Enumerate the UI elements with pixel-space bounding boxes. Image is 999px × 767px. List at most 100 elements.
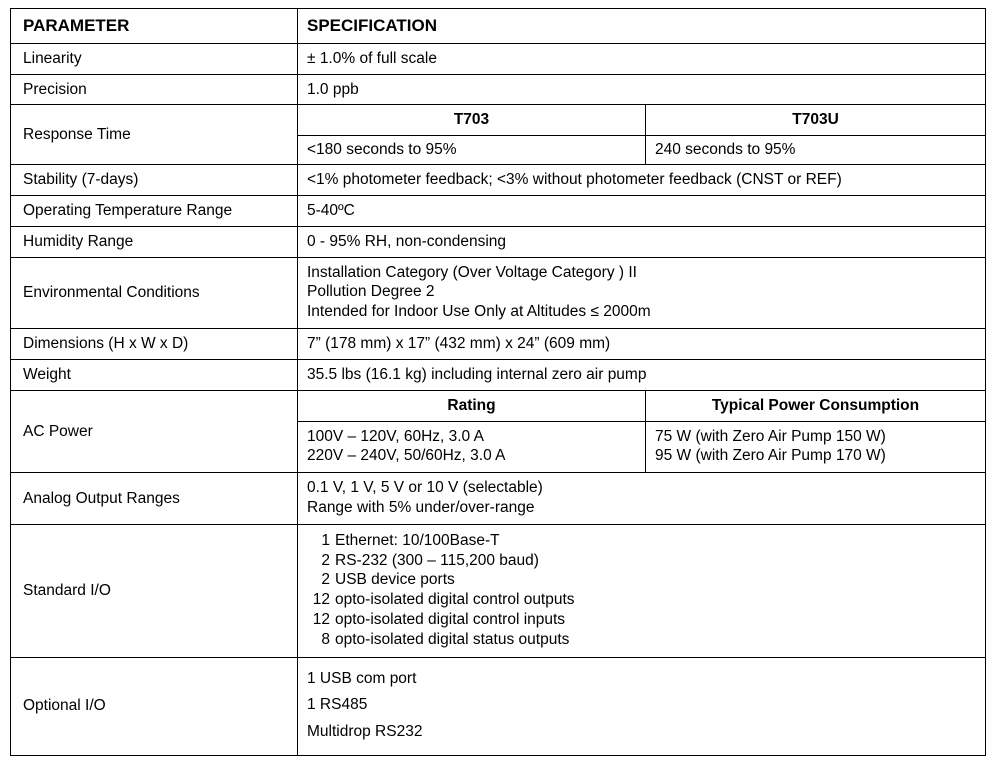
value-standard-io: 1 Ethernet: 10/100Base-T 2 RS-232 (300 –… bbox=[297, 523, 986, 658]
parameter-humidity: Humidity Range bbox=[10, 225, 298, 258]
parameter-environmental-label: Environmental Conditions bbox=[23, 283, 200, 301]
value-precision: 1.0 ppb bbox=[297, 73, 986, 106]
table-row-ac-power-values: 100V – 120V, 60Hz, 3.0 A 220V – 240V, 50… bbox=[11, 420, 986, 474]
ac-power-consumption-header: Typical Power Consumption bbox=[645, 389, 986, 422]
table-row-precision: Precision 1.0 ppb bbox=[10, 73, 986, 106]
environmental-line: Pollution Degree 2 bbox=[307, 283, 435, 301]
value-dimensions-text: 7” (178 mm) x 17” (432 mm) x 24” (609 mm… bbox=[307, 335, 611, 353]
response-time-model-b-header: T703U bbox=[645, 104, 986, 137]
ac-power-rating-header: Rating bbox=[297, 389, 646, 422]
standard-io-item-text: RS-232 (300 – 115,200 baud) bbox=[335, 551, 539, 569]
standard-io-item-count: 1 bbox=[321, 531, 330, 549]
table-row-humidity: Humidity Range 0 - 95% RH, non-condensin… bbox=[10, 225, 986, 258]
standard-io-item: 12 opto-isolated digital control outputs bbox=[308, 590, 985, 610]
ac-power-consumption-values: 75 W (with Zero Air Pump 150 W) 95 W (wi… bbox=[645, 420, 986, 474]
parameter-precision-label: Precision bbox=[23, 80, 87, 98]
parameter-optional-io-label: Optional I/O bbox=[23, 697, 106, 715]
ac-power-rating-line: 220V – 240V, 50/60Hz, 3.0 A bbox=[307, 447, 506, 465]
ac-power-consumption-header-label: Typical Power Consumption bbox=[711, 396, 920, 414]
environmental-line: Installation Category (Over Voltage Cate… bbox=[307, 263, 637, 281]
value-optional-io: 1 USB com port 1 RS485 Multidrop RS232 bbox=[297, 656, 986, 756]
specifications-table: PARAMETER SPECIFICATION Linearity ± 1.0%… bbox=[10, 8, 986, 756]
response-time-model-a-header-label: T703 bbox=[453, 111, 490, 129]
table-row-operating-temperature: Operating Temperature Range 5-40ºC bbox=[10, 194, 986, 227]
standard-io-item-count: 8 bbox=[321, 630, 330, 648]
environmental-lines: Installation Category (Over Voltage Cate… bbox=[298, 258, 985, 328]
optional-io-lines: 1 USB com port 1 RS485 Multidrop RS232 bbox=[298, 658, 985, 755]
column-header-parameter: PARAMETER bbox=[10, 8, 298, 44]
response-time-model-b-value: 240 seconds to 95% bbox=[645, 135, 986, 166]
value-weight-text: 35.5 lbs (16.1 kg) including internal ze… bbox=[307, 365, 647, 383]
parameter-standard-io: Standard I/O bbox=[10, 523, 298, 658]
standard-io-item: 1 Ethernet: 10/100Base-T bbox=[308, 531, 985, 551]
parameter-stability-label: Stability (7-days) bbox=[23, 171, 139, 189]
parameter-response-time-label: Response Time bbox=[23, 125, 131, 143]
response-time-model-a-value: <180 seconds to 95% bbox=[297, 135, 646, 166]
value-humidity: 0 - 95% RH, non-condensing bbox=[297, 225, 986, 258]
value-operating-temperature: 5-40ºC bbox=[297, 194, 986, 227]
value-linearity-text: ± 1.0% of full scale bbox=[307, 49, 437, 67]
parameter-ac-power-label: AC Power bbox=[23, 422, 93, 440]
parameter-analog-output: Analog Output Ranges bbox=[10, 472, 298, 525]
table-row-analog-output: Analog Output Ranges 0.1 V, 1 V, 5 V or … bbox=[10, 472, 986, 525]
ac-power-consumption-lines: 75 W (with Zero Air Pump 150 W) 95 W (wi… bbox=[646, 422, 985, 473]
analog-output-line: 0.1 V, 1 V, 5 V or 10 V (selectable) bbox=[307, 479, 543, 497]
parameter-ac-power: AC Power bbox=[10, 389, 298, 474]
value-weight: 35.5 lbs (16.1 kg) including internal ze… bbox=[297, 358, 986, 391]
ac-power-rating-line: 100V – 120V, 60Hz, 3.0 A bbox=[307, 427, 484, 445]
value-stability: <1% photometer feedback; <3% without pho… bbox=[297, 164, 986, 196]
parameter-response-time: Response Time bbox=[10, 104, 298, 166]
parameter-stability: Stability (7-days) bbox=[10, 164, 298, 196]
table-row-weight: Weight 35.5 lbs (16.1 kg) including inte… bbox=[10, 358, 986, 391]
ac-power-rating-lines: 100V – 120V, 60Hz, 3.0 A 220V – 240V, 50… bbox=[298, 422, 645, 473]
response-time-model-a-value-text: <180 seconds to 95% bbox=[307, 141, 457, 159]
ac-power-rating-header-label: Rating bbox=[447, 396, 496, 414]
parameter-dimensions-label: Dimensions (H x W x D) bbox=[23, 335, 189, 353]
value-stability-text: <1% photometer feedback; <3% without pho… bbox=[307, 171, 842, 189]
parameter-dimensions: Dimensions (H x W x D) bbox=[10, 328, 298, 360]
standard-io-item-text: opto-isolated digital control outputs bbox=[335, 591, 575, 609]
ac-power-consumption-line: 75 W (with Zero Air Pump 150 W) bbox=[655, 427, 886, 445]
parameter-operating-temperature-label: Operating Temperature Range bbox=[23, 201, 233, 219]
environmental-line: Intended for Indoor Use Only at Altitude… bbox=[307, 303, 651, 321]
value-linearity: ± 1.0% of full scale bbox=[297, 42, 986, 75]
optional-io-line: 1 USB com port bbox=[307, 669, 417, 687]
standard-io-item: 8 opto-isolated digital status outputs bbox=[308, 630, 985, 650]
optional-io-line: 1 RS485 bbox=[307, 696, 368, 714]
standard-io-item: 2 RS-232 (300 – 115,200 baud) bbox=[308, 551, 985, 571]
value-environmental: Installation Category (Over Voltage Cate… bbox=[297, 256, 986, 330]
parameter-analog-output-label: Analog Output Ranges bbox=[23, 489, 180, 507]
table-row-linearity: Linearity ± 1.0% of full scale bbox=[10, 42, 986, 75]
standard-io-item: 2 USB device ports bbox=[308, 570, 985, 590]
standard-io-item-count: 2 bbox=[321, 551, 330, 569]
standard-io-item: 12 opto-isolated digital control inputs bbox=[308, 610, 985, 630]
response-time-model-b-header-label: T703U bbox=[792, 111, 839, 129]
standard-io-list: 1 Ethernet: 10/100Base-T 2 RS-232 (300 –… bbox=[298, 525, 985, 657]
table-row-optional-io: Optional I/O 1 USB com port 1 RS485 Mult… bbox=[10, 656, 986, 756]
column-header-parameter-label: PARAMETER bbox=[23, 16, 130, 35]
standard-io-item-count: 12 bbox=[312, 611, 330, 629]
parameter-linearity: Linearity bbox=[10, 42, 298, 75]
analog-output-lines: 0.1 V, 1 V, 5 V or 10 V (selectable) Ran… bbox=[298, 473, 985, 524]
parameter-humidity-label: Humidity Range bbox=[23, 232, 134, 250]
parameter-operating-temperature: Operating Temperature Range bbox=[10, 194, 298, 227]
standard-io-item-count: 2 bbox=[321, 571, 330, 589]
column-header-specification: SPECIFICATION bbox=[297, 8, 986, 44]
parameter-standard-io-label: Standard I/O bbox=[23, 581, 111, 599]
table-row-ac-power-header: AC Power Rating Typical Power Consumptio… bbox=[10, 389, 986, 474]
value-humidity-text: 0 - 95% RH, non-condensing bbox=[307, 232, 507, 250]
standard-io-item-count: 12 bbox=[312, 591, 330, 609]
parameter-weight-label: Weight bbox=[23, 365, 71, 383]
ac-power-consumption-line: 95 W (with Zero Air Pump 170 W) bbox=[655, 447, 886, 465]
response-time-model-b-value-text: 240 seconds to 95% bbox=[655, 141, 796, 159]
response-time-model-a-header: T703 bbox=[297, 104, 646, 137]
value-dimensions: 7” (178 mm) x 17” (432 mm) x 24” (609 mm… bbox=[297, 328, 986, 360]
value-operating-temperature-text: 5-40ºC bbox=[307, 201, 355, 219]
standard-io-item-text: opto-isolated digital status outputs bbox=[335, 630, 570, 648]
parameter-environmental: Environmental Conditions bbox=[10, 256, 298, 330]
ac-power-rating-values: 100V – 120V, 60Hz, 3.0 A 220V – 240V, 50… bbox=[297, 420, 646, 474]
standard-io-item-text: opto-isolated digital control inputs bbox=[335, 611, 566, 629]
parameter-optional-io: Optional I/O bbox=[10, 656, 298, 756]
table-row-dimensions: Dimensions (H x W x D) 7” (178 mm) x 17”… bbox=[10, 328, 986, 360]
